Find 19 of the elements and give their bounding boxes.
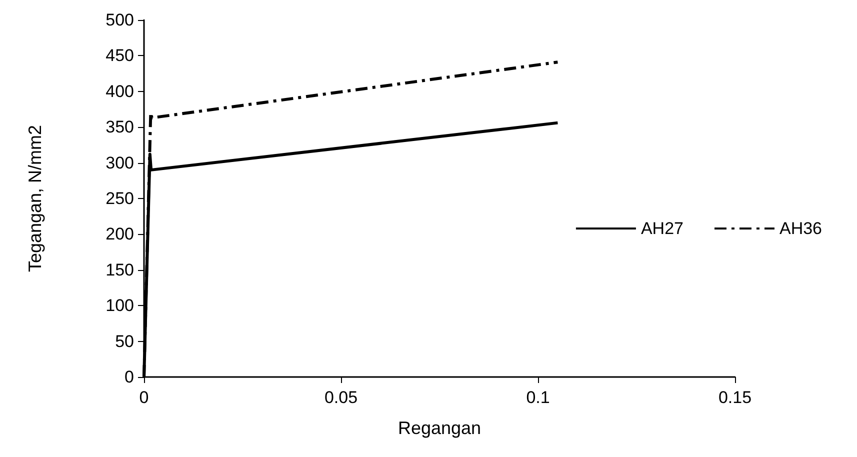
y-tick-label: 200 xyxy=(106,224,134,244)
y-tick-label: 150 xyxy=(106,260,134,280)
y-tick-label: 100 xyxy=(106,296,134,316)
legend-label: AH36 xyxy=(779,219,822,238)
y-tick-label: 0 xyxy=(124,368,134,386)
y-tick-label: 300 xyxy=(106,153,134,172)
y-tick-label: 400 xyxy=(106,82,134,101)
x-tick-label: 0.1 xyxy=(526,388,550,407)
y-tick-label: 350 xyxy=(106,118,134,137)
x-tick-label: 0.15 xyxy=(718,388,752,407)
y-axis-title: Tegangan, N/mm2 xyxy=(25,124,45,272)
legend-label: AH27 xyxy=(640,219,684,238)
x-axis-title: Regangan xyxy=(398,418,482,438)
x-tick-label: 0 xyxy=(139,388,149,407)
x-tick-label: 0.05 xyxy=(324,388,358,407)
y-tick-label: 500 xyxy=(106,10,134,30)
y-tick-label: 50 xyxy=(115,332,134,351)
y-tick-label: 450 xyxy=(106,46,134,66)
y-tick-label: 250 xyxy=(106,189,134,208)
